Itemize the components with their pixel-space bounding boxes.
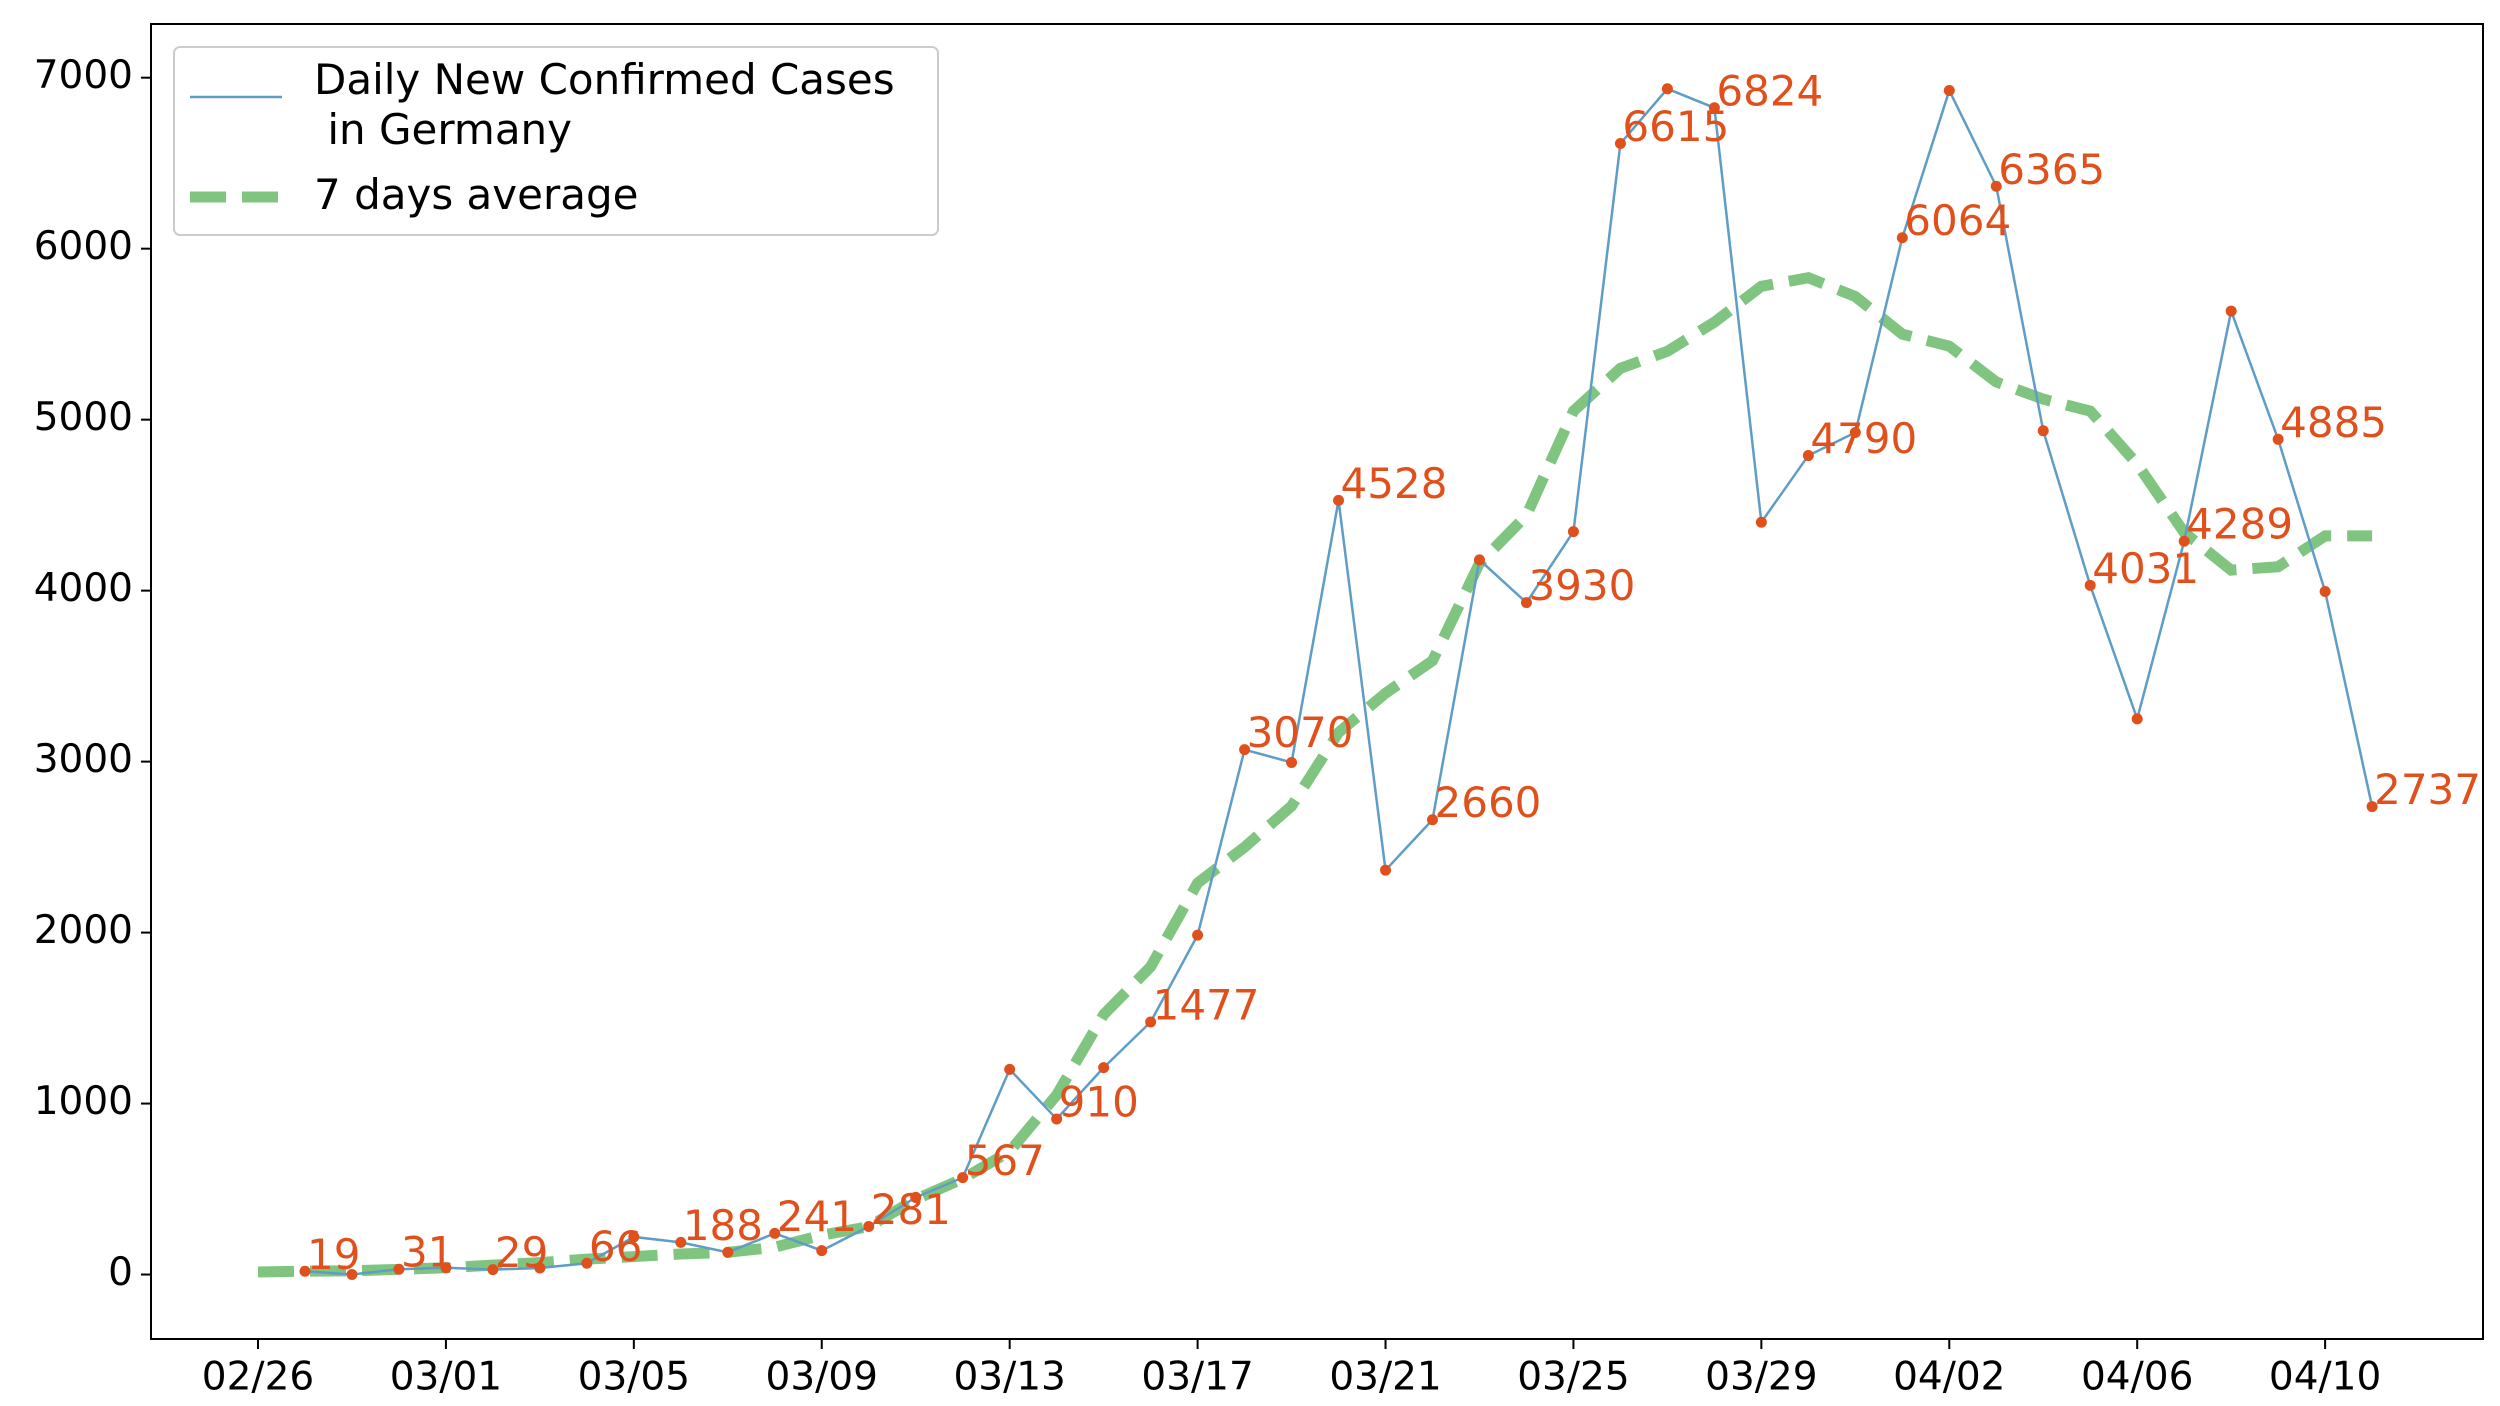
data-label: 241 <box>777 1192 857 1241</box>
y-tick-label: 0 <box>108 1250 133 1295</box>
y-tick-label: 7000 <box>34 53 133 98</box>
point <box>769 1227 781 1239</box>
point <box>534 1262 546 1274</box>
point <box>2178 535 2190 547</box>
x-tick-label: 04/06 <box>2081 1355 2193 1400</box>
plot-frame <box>150 23 2484 1340</box>
point <box>1567 526 1579 538</box>
x-tick-label: 04/10 <box>2269 1355 2381 1400</box>
point <box>1896 232 1908 244</box>
point <box>1333 494 1345 506</box>
point <box>2131 713 2143 725</box>
data-label: 910 <box>1059 1077 1139 1126</box>
point <box>346 1269 358 1281</box>
point <box>1051 1113 1063 1125</box>
data-label: 4885 <box>2280 398 2387 447</box>
point <box>1943 85 1955 97</box>
data-label: 3930 <box>1528 561 1635 610</box>
point <box>1192 929 1204 941</box>
point <box>1708 102 1720 114</box>
x-tick-label: 03/01 <box>390 1355 502 1400</box>
point <box>1380 864 1392 876</box>
x-tick-label: 03/05 <box>578 1355 690 1400</box>
point <box>1473 554 1485 566</box>
point <box>2225 305 2237 317</box>
data-label: 4790 <box>1810 414 1917 463</box>
point <box>2272 433 2284 445</box>
y-tick-label: 1000 <box>34 1079 133 1124</box>
data-label: 66 <box>589 1222 642 1271</box>
point <box>1286 756 1298 768</box>
legend-label: 7 days average <box>314 170 639 219</box>
point <box>1145 1016 1157 1028</box>
point <box>628 1231 640 1243</box>
point <box>581 1257 593 1269</box>
point <box>299 1265 311 1277</box>
point <box>1239 744 1251 756</box>
y-tick-label: 4000 <box>34 566 133 611</box>
data-label: 6615 <box>1622 102 1729 151</box>
point <box>816 1245 828 1257</box>
point <box>1098 1062 1110 1074</box>
point <box>863 1220 875 1232</box>
point <box>487 1264 499 1276</box>
x-tick-label: 03/13 <box>953 1355 1065 1400</box>
point <box>1004 1063 1016 1075</box>
data-label: 6365 <box>1998 145 2105 194</box>
x-tick-label: 03/25 <box>1517 1355 1629 1400</box>
point <box>722 1246 734 1258</box>
data-label: 2737 <box>2374 765 2481 814</box>
data-label: 4031 <box>2092 544 2199 593</box>
point <box>910 1191 922 1203</box>
legend-label: Daily New Confirmed Cases in Germany <box>314 55 895 154</box>
x-tick-label: 04/02 <box>1893 1355 2005 1400</box>
data-label: 4289 <box>2186 500 2293 549</box>
point <box>675 1236 687 1248</box>
data-label: 31 <box>401 1228 454 1277</box>
average-line <box>257 272 2373 1278</box>
data-label: 188 <box>683 1201 763 1250</box>
x-tick-label: 03/29 <box>1705 1355 1817 1400</box>
data-label: 29 <box>495 1228 548 1277</box>
point <box>440 1262 452 1274</box>
point <box>1661 83 1673 95</box>
point <box>1802 450 1814 462</box>
data-label: 1477 <box>1153 981 1260 1030</box>
x-tick-label: 02/26 <box>202 1355 314 1400</box>
point <box>393 1263 405 1275</box>
data-label: 4528 <box>1341 459 1448 508</box>
point <box>1849 426 1861 438</box>
data-label: 19 <box>307 1230 360 1279</box>
point <box>2319 585 2331 597</box>
point <box>957 1172 969 1184</box>
data-label: 6824 <box>1716 66 1823 115</box>
y-tick-label: 3000 <box>34 737 133 782</box>
y-tick-label: 6000 <box>34 224 133 269</box>
y-tick-label: 2000 <box>34 908 133 953</box>
point <box>1520 597 1532 609</box>
point <box>2084 579 2096 591</box>
data-label: 567 <box>965 1136 1045 1185</box>
point <box>1614 138 1626 150</box>
data-label: 2660 <box>1435 778 1542 827</box>
point <box>1990 180 2002 192</box>
y-tick-label: 5000 <box>34 395 133 440</box>
point <box>1755 516 1767 528</box>
point <box>1427 814 1438 826</box>
point <box>2366 801 2378 813</box>
data-label: 6064 <box>1904 196 2011 245</box>
point <box>2037 425 2049 437</box>
x-tick-label: 03/17 <box>1141 1355 1253 1400</box>
data-label: 3070 <box>1247 708 1354 757</box>
x-tick-label: 03/09 <box>766 1355 878 1400</box>
x-tick-label: 03/21 <box>1329 1355 1441 1400</box>
data-label: 281 <box>871 1185 951 1234</box>
legend-box <box>173 46 939 236</box>
